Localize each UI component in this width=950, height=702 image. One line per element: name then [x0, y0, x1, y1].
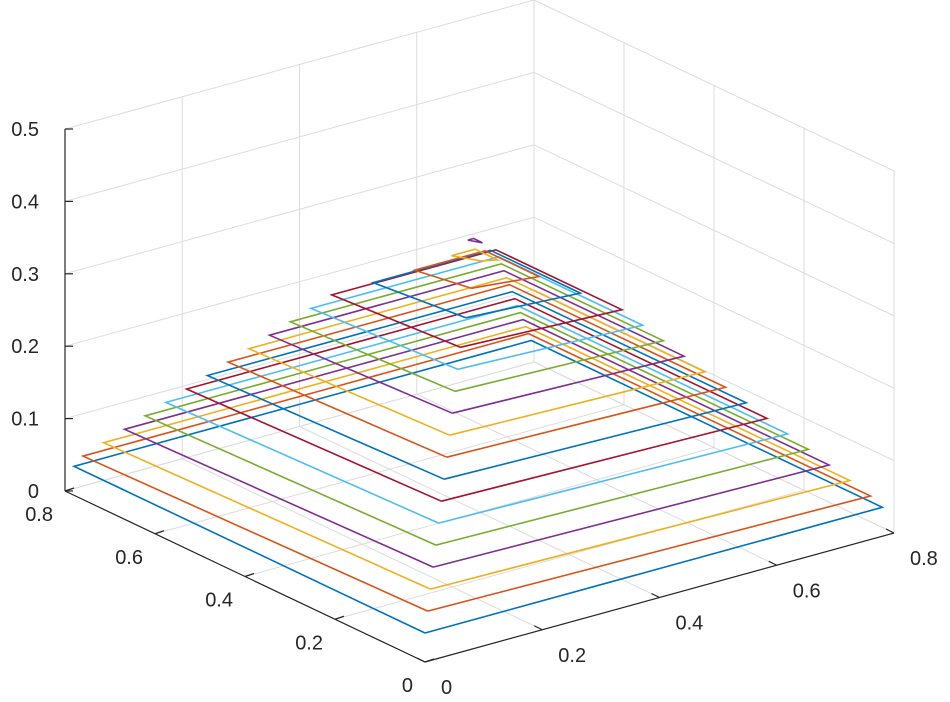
x-tick-label: 0.8 [910, 548, 938, 570]
y-tick-label: 0.8 [25, 504, 53, 526]
back-wall-grid-z [64, 289, 535, 420]
x-tick-mark [885, 528, 895, 534]
x-tick-label: 0 [441, 677, 452, 699]
contour-level [267, 269, 687, 414]
contour-level [71, 339, 885, 634]
y-tick-label: 0.4 [205, 590, 233, 612]
back-wall-grid-z [64, 0, 535, 130]
z-tick-label: 0.5 [11, 119, 39, 141]
contour-level [411, 249, 542, 290]
x-tick-mark [533, 625, 543, 631]
contour-level [370, 249, 583, 319]
floor-grid-y [334, 489, 805, 620]
contour-level [163, 304, 790, 524]
contour-level [287, 262, 666, 393]
contour-level [225, 283, 728, 458]
y-tick-mark [154, 530, 165, 535]
y-tick-label: 0 [402, 675, 413, 697]
side-wall-grid-z [533, 0, 895, 172]
y-tick-mark [334, 615, 345, 620]
side-wall-grid-z [533, 71, 895, 244]
side-wall-grid-z [533, 216, 895, 389]
contour-level [451, 248, 501, 262]
y-axis-ticks: 0 0.2 0.4 0.6 0.8 [25, 487, 435, 697]
y-tick-label: 0.6 [115, 547, 143, 569]
contour-level [205, 290, 749, 480]
y-tick-label: 0.2 [295, 632, 323, 654]
back-wall-grid-z [64, 144, 535, 275]
z-tick-label: 0.1 [11, 409, 39, 431]
x-tick-label: 0.4 [676, 613, 704, 635]
x-tick-mark [651, 592, 660, 599]
contour-level [80, 332, 873, 612]
contour-level [184, 297, 770, 502]
z-tick-label: 0.3 [11, 264, 39, 286]
contour-level [122, 318, 832, 568]
contour-level [142, 311, 811, 546]
z-tick-label: 0.4 [11, 191, 39, 213]
contour-level [246, 276, 708, 436]
side-wall-grid-z [533, 144, 895, 317]
side-wall-grid-z [533, 289, 895, 462]
contour-level [329, 248, 625, 349]
contour-lines [71, 237, 885, 634]
y-tick-mark [244, 572, 255, 578]
x-axis-ticks: 0 0.2 0.4 0.6 0.8 [416, 528, 938, 699]
back-wall-grid-z [64, 361, 535, 492]
contour-level [101, 325, 853, 590]
back-wall-grid-z [64, 216, 535, 347]
contour-level [467, 237, 483, 244]
z-tick-label: 0.2 [11, 336, 39, 358]
floor-grid-y [154, 404, 625, 535]
x-tick-mark [768, 560, 778, 566]
z-axis-ticks: 0 0.1 0.2 0.3 0.4 0.5 [11, 119, 73, 503]
z-tick-label: 0 [28, 481, 39, 503]
x-tick-label: 0.2 [558, 645, 586, 667]
side-wall-grid-z [533, 361, 895, 534]
y-tick-mark [424, 658, 435, 663]
back-wall-grid-z [64, 71, 535, 202]
x-tick-mark [416, 657, 426, 663]
x-tick-label: 0.6 [793, 580, 821, 602]
